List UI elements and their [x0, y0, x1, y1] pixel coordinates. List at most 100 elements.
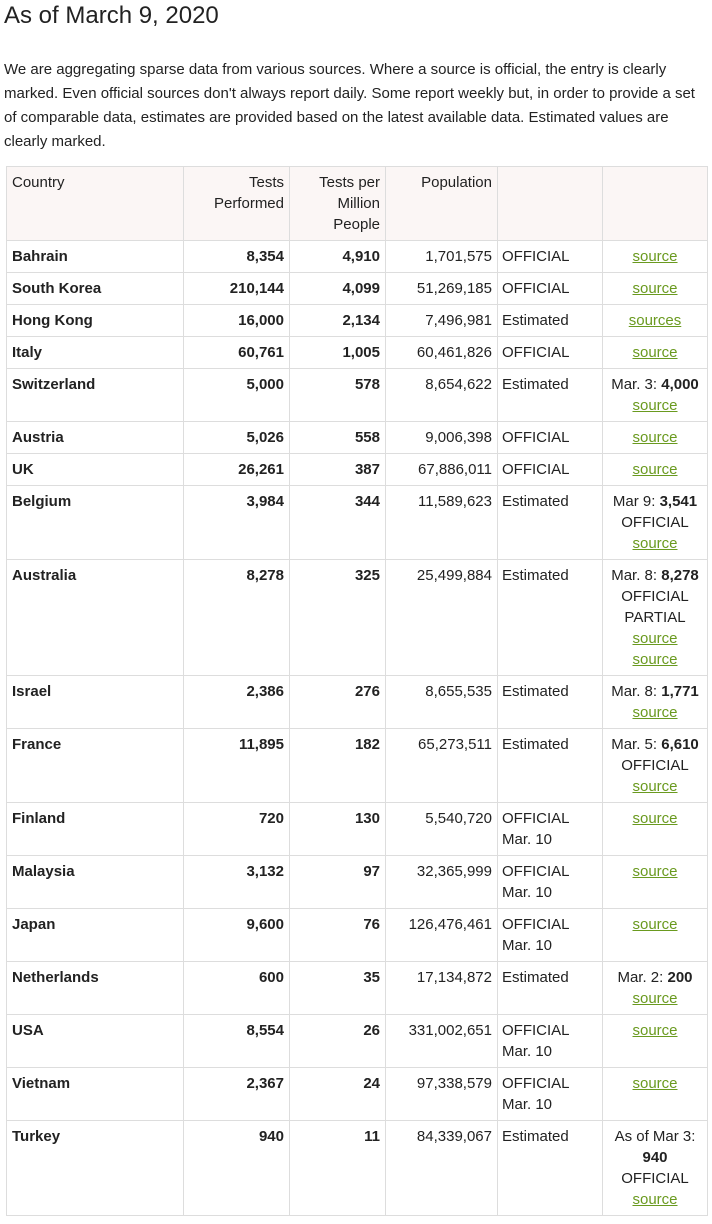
source-link[interactable]: source [632, 397, 678, 414]
header-status [497, 166, 603, 241]
source-link[interactable]: source [632, 990, 678, 1007]
note-date: Mar. 8: [611, 567, 662, 584]
status-cell: OFFICIAL Mar. 10 [497, 1067, 603, 1121]
population-cell: 8,655,535 [385, 675, 498, 729]
status-cell: OFFICIAL [497, 240, 603, 273]
notes-cell: source [602, 336, 708, 369]
country-cell: Israel [6, 675, 184, 729]
status-cell: OFFICIAL Mar. 10 [497, 908, 603, 962]
note-date: Mar. 5: [611, 736, 662, 753]
source-link[interactable]: source [632, 778, 678, 795]
source-link[interactable]: source [632, 248, 678, 265]
notes-cell: As of Mar 3: 940 OFFICIAL source [602, 1120, 708, 1216]
per-million-cell: 4,099 [289, 272, 386, 305]
source-link[interactable]: source [632, 1191, 678, 1208]
status-cell: OFFICIAL Mar. 10 [497, 802, 603, 856]
population-cell: 32,365,999 [385, 855, 498, 909]
population-cell: 97,338,579 [385, 1067, 498, 1121]
source-link[interactable]: source [632, 429, 678, 446]
per-million-cell: 26 [289, 1014, 386, 1068]
table-row: Switzerland 5,000 578 8,654,622 Estimated Mar… [6, 368, 708, 422]
notes-cell: Mar. 5: 6,610 OFFICIAL source [602, 728, 708, 803]
tests-cell: 3,984 [183, 485, 290, 560]
note-headline: Mar 9: 3,541 [608, 491, 702, 512]
country-cell: Malaysia [6, 855, 184, 909]
note-count: 4,000 [661, 376, 699, 393]
table-row: Japan 9,600 76 126,476,461 OFFICIAL Mar. 10 so… [6, 908, 708, 962]
note-date: Mar. 8: [611, 683, 662, 700]
population-cell: 7,496,981 [385, 304, 498, 337]
status-line: OFFICIAL [502, 429, 570, 446]
source-link[interactable]: source [632, 1075, 678, 1092]
population-cell: 5,540,720 [385, 802, 498, 856]
header-per-million: Tests per Million People [289, 166, 386, 241]
per-million-cell: 558 [289, 421, 386, 454]
table-row: South Korea 210,144 4,099 51,269,185 OFFICIA… [6, 272, 708, 305]
population-cell: 11,589,623 [385, 485, 498, 560]
status-line: Mar. 10 [502, 937, 553, 954]
per-million-cell: 4,910 [289, 240, 386, 273]
header-population: Population [385, 166, 498, 241]
tests-cell: 5,000 [183, 368, 290, 422]
country-cell: Finland [6, 802, 184, 856]
source-link[interactable]: source [632, 916, 678, 933]
note-headline: Mar. 5: 6,610 [608, 734, 702, 755]
source-link[interactable]: source [632, 461, 678, 478]
per-million-cell: 2,134 [289, 304, 386, 337]
per-million-cell: 344 [289, 485, 386, 560]
tests-cell: 8,554 [183, 1014, 290, 1068]
population-cell: 67,886,011 [385, 453, 498, 486]
source-link[interactable]: source [632, 535, 678, 552]
status-cell: Estimated [497, 1120, 603, 1216]
tests-cell: 11,895 [183, 728, 290, 803]
status-cell: OFFICIAL [497, 336, 603, 369]
source-link[interactable]: source [632, 344, 678, 361]
source-link[interactable]: source [632, 280, 678, 297]
status-cell: Estimated [497, 304, 603, 337]
country-cell: South Korea [6, 272, 184, 305]
notes-cell: source [602, 272, 708, 305]
country-cell: Hong Kong [6, 304, 184, 337]
tests-cell: 5,026 [183, 421, 290, 454]
country-cell: Austria [6, 421, 184, 454]
status-line: OFFICIAL [502, 863, 570, 880]
population-cell: 9,006,398 [385, 421, 498, 454]
source-link[interactable]: source [632, 863, 678, 880]
tests-cell: 8,354 [183, 240, 290, 273]
notes-cell: Mar 9: 3,541 OFFICIAL source [602, 485, 708, 560]
population-cell: 65,273,511 [385, 728, 498, 803]
status-cell: OFFICIAL [497, 272, 603, 305]
table-header-row: Country Tests Performed Tests per Millio… [6, 166, 708, 241]
status-line: OFFICIAL [502, 344, 570, 361]
table-row: Malaysia 3,132 97 32,365,999 OFFICIAL Mar. 10… [6, 855, 708, 909]
source-link[interactable]: source [632, 630, 678, 647]
header-tests: Tests Performed [183, 166, 290, 241]
source-link[interactable]: sources [628, 312, 682, 329]
source-link[interactable]: source [632, 651, 678, 668]
population-cell: 84,339,067 [385, 1120, 498, 1216]
notes-cell: source [602, 855, 708, 909]
population-cell: 8,654,622 [385, 368, 498, 422]
country-cell: USA [6, 1014, 184, 1068]
status-cell: Estimated [497, 559, 603, 676]
note-count: 1,771 [661, 683, 699, 700]
source-link[interactable]: source [632, 810, 678, 827]
note-headline: Mar. 3: 4,000 [608, 374, 702, 395]
source-link[interactable]: source [632, 1022, 678, 1039]
population-cell: 51,269,185 [385, 272, 498, 305]
notes-cell: source [602, 421, 708, 454]
note-line: OFFICIAL [621, 757, 689, 774]
tests-cell: 720 [183, 802, 290, 856]
notes-cell: Mar. 3: 4,000 source [602, 368, 708, 422]
country-cell: Turkey [6, 1120, 184, 1216]
tests-cell: 16,000 [183, 304, 290, 337]
tests-cell: 9,600 [183, 908, 290, 962]
population-cell: 25,499,884 [385, 559, 498, 676]
note-line: OFFICIAL [621, 1170, 689, 1187]
status-line: Estimated [502, 969, 569, 986]
status-line: OFFICIAL [502, 916, 570, 933]
per-million-cell: 76 [289, 908, 386, 962]
per-million-cell: 24 [289, 1067, 386, 1121]
per-million-cell: 11 [289, 1120, 386, 1216]
source-link[interactable]: source [632, 704, 678, 721]
